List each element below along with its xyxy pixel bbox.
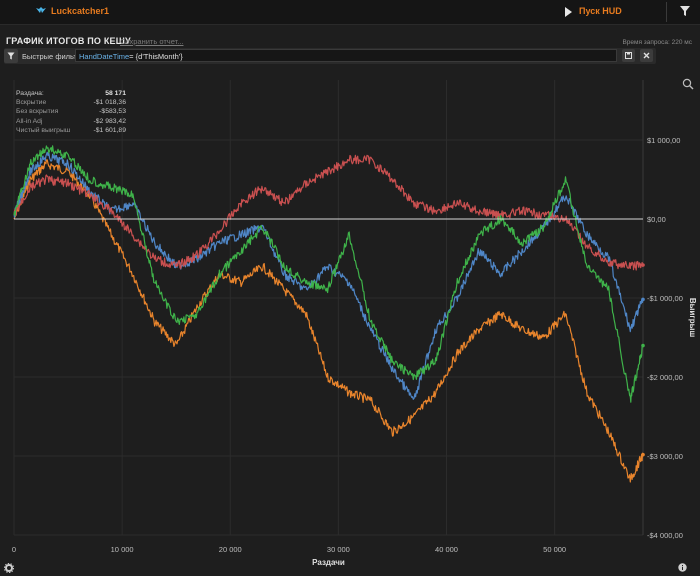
close-icon xyxy=(643,52,650,59)
filter-toggle-button[interactable] xyxy=(4,49,18,63)
x-tick-label: 40 000 xyxy=(435,545,458,554)
series-line xyxy=(13,159,644,483)
series-end-point xyxy=(641,343,645,348)
quick-filters-label: Быстрые фильтры xyxy=(22,52,87,61)
x-axis-title: Раздачи xyxy=(312,558,345,567)
stat-value: -$1 018,36 xyxy=(93,99,126,107)
logo-icon xyxy=(36,7,46,13)
settings-gear-icon[interactable] xyxy=(4,563,14,573)
save-report-link[interactable]: Сохранить отчет... xyxy=(120,37,184,46)
stat-value: 58 171 xyxy=(105,90,126,97)
filter-value: {d'ThisMonth'} xyxy=(135,52,183,61)
winnings-chart: 0 10 000 20 000 30 000 40 000 50 000 $1 000,00… xyxy=(12,80,697,567)
x-tick-label: 30 000 xyxy=(327,545,350,554)
series-end-point xyxy=(641,297,645,302)
series-end-point xyxy=(641,452,645,457)
stat-label: Чистый выигрыш xyxy=(16,126,71,134)
stat-label: All-in Adj xyxy=(16,117,43,125)
divider xyxy=(666,2,667,22)
series-line xyxy=(13,154,644,271)
y-axis-title: Выигрыш xyxy=(688,298,697,338)
stat-label: Вскрытие xyxy=(16,99,47,107)
query-time: Время запроса: 220 мс xyxy=(622,39,692,46)
funnel-icon xyxy=(7,52,15,60)
y-tick-label: -$3 000,00 xyxy=(647,452,683,461)
stat-row: Вскрытие -$1 018,36 xyxy=(16,98,126,107)
y-tick-label: $1 000,00 xyxy=(647,136,680,145)
stat-value: -$583,53 xyxy=(99,108,126,116)
x-tick-label: 50 000 xyxy=(543,545,566,554)
info-icon[interactable] xyxy=(678,563,687,572)
y-tick-label: $0,00 xyxy=(647,215,666,224)
page-title: ГРАФИК ИТОГОВ ПО КЕШУ xyxy=(6,36,131,46)
stats-panel: Раздача: 58 171 Вскрытие -$1 018,36 Без вс… xyxy=(16,89,126,135)
top-bar: Luckcatcher1 Пуск HUD xyxy=(0,0,700,25)
y-tick-label: -$1 000,00 xyxy=(647,294,683,303)
save-filter-button[interactable] xyxy=(622,49,635,62)
clear-filter-button[interactable] xyxy=(640,49,653,62)
filter-key: HandDateTime xyxy=(79,52,130,61)
filter-expression-input[interactable]: HandDateTime= {d'ThisMonth'} xyxy=(75,49,617,62)
stat-value: -$2 983,42 xyxy=(93,117,126,125)
stat-row: Чистый выигрыш -$1 601,89 xyxy=(16,126,126,135)
series-end-point xyxy=(641,263,645,267)
stat-row: Раздача: 58 171 xyxy=(16,89,126,98)
start-hud-button[interactable]: Пуск HUD xyxy=(579,6,622,16)
y-tick-label: -$4 000,00 xyxy=(647,531,683,540)
save-icon xyxy=(625,52,632,59)
filter-operator: = xyxy=(129,52,134,61)
y-tick-label: -$2 000,00 xyxy=(647,373,683,382)
series-line xyxy=(13,151,644,400)
stat-row: All-in Adj -$2 983,42 xyxy=(16,117,126,126)
x-tick-label: 10 000 xyxy=(111,545,134,554)
x-tick-label: 0 xyxy=(12,545,16,554)
filter-menu-icon[interactable] xyxy=(680,6,690,16)
series-line xyxy=(13,145,644,403)
x-tick-label: 20 000 xyxy=(219,545,242,554)
stat-value: -$1 601,89 xyxy=(93,126,126,134)
username-link[interactable]: Luckcatcher1 xyxy=(51,6,110,16)
zoom-icon[interactable] xyxy=(682,78,694,90)
stat-label: Без вскрытия xyxy=(16,108,59,116)
stat-row: Без вскрытия -$583,53 xyxy=(16,107,126,116)
stat-label: Раздача: xyxy=(16,90,44,97)
play-icon[interactable] xyxy=(565,7,572,17)
